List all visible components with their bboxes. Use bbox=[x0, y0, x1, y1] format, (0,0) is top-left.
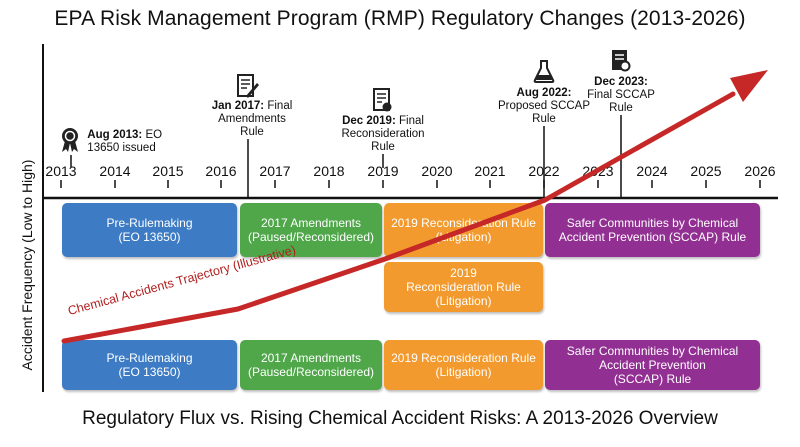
phase-2019-reconsideration-middle: 2019 Reconsideration Rule (Litigation) bbox=[384, 262, 543, 312]
certificate-icon bbox=[612, 50, 631, 72]
phase-2019-reconsideration-bottom: 2019 Reconsideration Rule (Litigation) bbox=[384, 340, 543, 390]
year-label: 2020 bbox=[421, 163, 453, 179]
phase-pre-rulemaking: Pre-Rulemaking (EO 13650) bbox=[62, 203, 237, 257]
award-ribbon-icon bbox=[62, 128, 78, 152]
year-label: 2024 bbox=[636, 163, 668, 179]
year-label: 2021 bbox=[474, 163, 506, 179]
document-seal-icon bbox=[373, 88, 392, 112]
bottom-subtitle: Regulatory Flux vs. Rising Chemical Acci… bbox=[82, 408, 718, 429]
milestone-dec-2023: Dec 2023: Final SCCAP Rule bbox=[587, 76, 655, 114]
signed-document-icon bbox=[237, 74, 259, 98]
flask-icon bbox=[533, 60, 555, 83]
year-label: 2022 bbox=[528, 163, 560, 179]
year-ticks bbox=[60, 180, 761, 188]
year-label: 2014 bbox=[99, 163, 131, 179]
milestone-aug-2013: Aug 2013: EO 13650 issued bbox=[87, 129, 163, 154]
y-axis-label: Accident Frequency (Low to High) bbox=[19, 159, 35, 371]
year-label: 2013 bbox=[45, 163, 77, 179]
phase-pre-rulemaking-bottom: Pre-Rulemaking (EO 13650) bbox=[62, 340, 237, 390]
phase-sccap-rule: Safer Communities by Chemical Accident P… bbox=[545, 203, 760, 257]
year-label: 2018 bbox=[313, 163, 345, 179]
year-label: 2016 bbox=[205, 163, 237, 179]
page-title: EPA Risk Management Program (RMP) Regula… bbox=[54, 7, 746, 30]
year-label: 2026 bbox=[744, 163, 776, 179]
milestone-jan-2017: Jan 2017: Final Amendments Rule bbox=[211, 100, 293, 138]
milestone-aug-2022: Aug 2022: Proposed SCCAP Rule bbox=[497, 87, 591, 125]
phase-2017-amendments: 2017 Amendments (Paused/Reconsidered) bbox=[240, 203, 382, 257]
year-label: 2025 bbox=[690, 163, 722, 179]
year-label: 2015 bbox=[152, 163, 184, 179]
year-label: 2023 bbox=[582, 163, 614, 179]
phase-2019-reconsideration: 2019 Reconsideration Rule (Litigation) bbox=[384, 203, 543, 257]
year-label: 2017 bbox=[259, 163, 291, 179]
phase-sccap-rule-bottom: Safer Communities by Chemical Accident P… bbox=[545, 340, 760, 390]
year-label: 2019 bbox=[367, 163, 399, 179]
milestone-dec-2019: Dec 2019: Final Reconsideration Rule bbox=[341, 115, 425, 153]
phase-2017-amendments-bottom: 2017 Amendments (Paused/Reconsidered) bbox=[240, 340, 382, 390]
